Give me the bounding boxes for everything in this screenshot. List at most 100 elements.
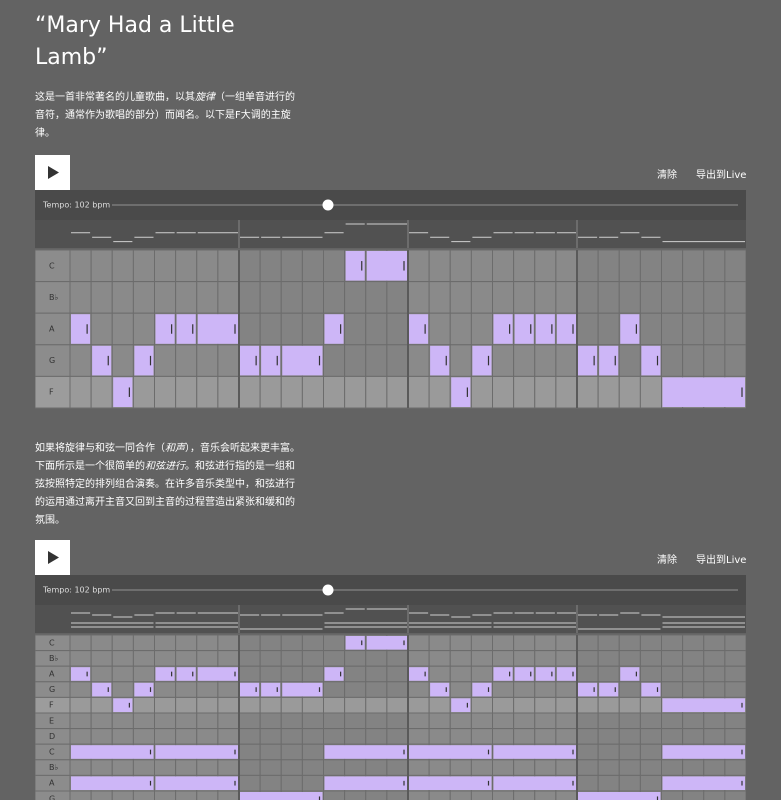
grid-cell[interactable]	[365, 650, 388, 667]
grid-cell[interactable]	[238, 743, 261, 761]
grid-cell[interactable]	[154, 759, 177, 776]
note[interactable]	[71, 314, 91, 344]
grid-cell[interactable]	[449, 634, 472, 652]
grid-cell[interactable]	[703, 249, 726, 283]
grid-cell[interactable]	[175, 681, 198, 698]
grid-cell[interactable]	[111, 712, 134, 730]
grid-cell[interactable]	[238, 249, 261, 283]
grid-cell[interactable]	[661, 665, 684, 683]
grid-cell[interactable]	[534, 249, 557, 283]
grid-cell[interactable]	[513, 344, 536, 377]
grid-cell[interactable]	[132, 696, 155, 714]
grid-cell[interactable]	[344, 375, 367, 409]
grid-cell[interactable]	[597, 312, 620, 346]
grid-cell[interactable]	[90, 249, 113, 283]
grid-cell[interactable]	[470, 696, 493, 714]
grid-cell[interactable]	[280, 743, 303, 761]
grid-cell[interactable]	[301, 634, 324, 652]
grid-cell[interactable]	[365, 759, 388, 776]
grid-cell[interactable]	[703, 712, 726, 730]
grid-cell[interactable]	[682, 790, 705, 800]
grid-cell[interactable]	[111, 344, 134, 377]
grid-cell[interactable]	[703, 790, 726, 800]
grid-cell[interactable]	[323, 249, 346, 283]
grid-cell[interactable]	[555, 681, 578, 698]
note[interactable]	[556, 314, 576, 344]
grid-cell[interactable]	[639, 712, 662, 730]
grid-cell[interactable]	[534, 650, 557, 667]
grid-cell[interactable]	[365, 790, 388, 800]
grid-cell[interactable]	[618, 281, 641, 314]
grid-cell[interactable]	[323, 344, 346, 377]
grid-cell[interactable]	[69, 728, 92, 745]
grid-cell[interactable]	[69, 759, 92, 776]
note[interactable]	[472, 345, 492, 376]
grid-cell[interactable]	[365, 665, 388, 683]
play-button[interactable]	[35, 540, 70, 575]
grid-cell[interactable]	[407, 728, 430, 745]
grid-cell[interactable]	[280, 712, 303, 730]
grid-cell[interactable]	[513, 634, 536, 652]
note[interactable]	[324, 745, 408, 759]
grid-cell[interactable]	[301, 759, 324, 776]
grid-cell[interactable]	[386, 790, 409, 800]
grid-cell[interactable]	[196, 650, 219, 667]
grid-cell[interactable]	[724, 790, 746, 800]
grid-cell[interactable]	[576, 743, 599, 761]
grid-cell[interactable]	[132, 281, 155, 314]
grid-cell[interactable]	[132, 634, 155, 652]
grid-cell[interactable]	[238, 665, 261, 683]
note[interactable]	[620, 314, 640, 344]
grid-cell[interactable]	[428, 312, 451, 346]
grid-cell[interactable]	[386, 281, 409, 314]
grid-cell[interactable]	[132, 728, 155, 745]
grid-cell[interactable]	[196, 712, 219, 730]
grid-cell[interactable]	[682, 759, 705, 776]
grid-cell[interactable]	[703, 344, 726, 377]
note[interactable]	[324, 314, 344, 344]
grid-cell[interactable]	[618, 712, 641, 730]
grid-cell[interactable]	[576, 696, 599, 714]
grid-cell[interactable]	[280, 281, 303, 314]
grid-cell[interactable]	[555, 728, 578, 745]
grid-cell[interactable]	[597, 650, 620, 667]
note[interactable]	[430, 682, 450, 697]
grid-cell[interactable]	[280, 696, 303, 714]
grid-cell[interactable]	[301, 728, 324, 745]
grid-cell[interactable]	[470, 312, 493, 346]
grid-cell[interactable]	[217, 634, 240, 652]
grid-cell[interactable]	[449, 665, 472, 683]
grid-cell[interactable]	[196, 281, 219, 314]
grid-cell[interactable]	[386, 712, 409, 730]
grid-cell[interactable]	[132, 249, 155, 283]
grid-cell[interactable]	[703, 312, 726, 346]
grid-cell[interactable]	[196, 759, 219, 776]
grid-cell[interactable]	[111, 665, 134, 683]
grid-cell[interactable]	[639, 665, 662, 683]
grid-cell[interactable]	[323, 375, 346, 409]
grid-cell[interactable]	[513, 712, 536, 730]
grid-cell[interactable]	[344, 759, 367, 776]
grid-cell[interactable]	[301, 774, 324, 792]
grid-cell[interactable]	[428, 665, 451, 683]
grid-cell[interactable]	[428, 281, 451, 314]
grid-cell[interactable]	[238, 634, 261, 652]
note[interactable]	[599, 345, 619, 376]
grid-cell[interactable]	[470, 281, 493, 314]
grid-cell[interactable]	[344, 650, 367, 667]
grid-cell[interactable]	[661, 712, 684, 730]
note[interactable]	[176, 314, 196, 344]
grid-cell[interactable]	[344, 281, 367, 314]
grid-cell[interactable]	[407, 681, 430, 698]
grid-cell[interactable]	[703, 281, 726, 314]
grid-cell[interactable]	[576, 665, 599, 683]
note[interactable]	[493, 667, 513, 681]
grid-cell[interactable]	[534, 681, 557, 698]
grid-cell[interactable]	[470, 728, 493, 745]
grid-cell[interactable]	[428, 728, 451, 745]
grid-cell[interactable]	[449, 681, 472, 698]
grid-cell[interactable]	[259, 696, 282, 714]
note[interactable]	[282, 682, 323, 697]
note[interactable]	[113, 698, 133, 712]
grid-cell[interactable]	[534, 696, 557, 714]
